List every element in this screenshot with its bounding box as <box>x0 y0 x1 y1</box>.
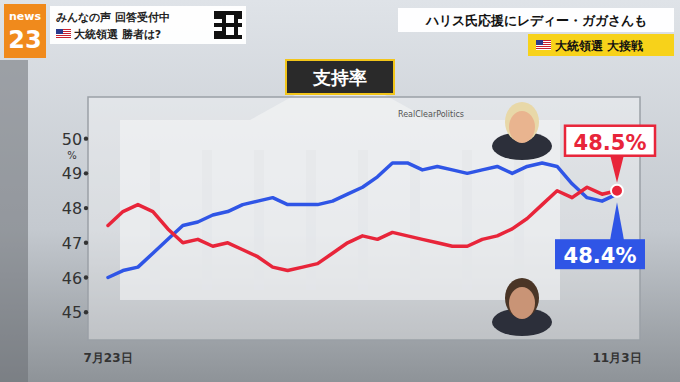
flag-field <box>536 40 551 50</box>
us-flag <box>56 29 71 39</box>
flag-stripe <box>56 37 71 38</box>
label-pointer <box>610 155 624 183</box>
qr-cell <box>222 19 226 23</box>
headline: ハリス氏応援にレディー・ガガさんも <box>425 13 647 28</box>
qr-cell <box>230 35 234 39</box>
background <box>0 0 680 382</box>
flag-canton <box>536 40 543 45</box>
qr-code <box>212 9 243 40</box>
qr-cell <box>234 27 238 31</box>
lines <box>108 163 617 278</box>
x-tick-label: 11月3日 <box>592 351 641 365</box>
flag-field <box>56 29 71 39</box>
qr-cell <box>222 11 226 15</box>
y-tick-label: 45 <box>62 303 82 322</box>
flag-stripe <box>56 35 71 36</box>
qr-cell <box>226 11 230 15</box>
y-tick-label: 47 <box>62 234 82 253</box>
logo-box <box>4 4 46 58</box>
y-tick <box>84 206 88 210</box>
flag-canton <box>56 29 63 34</box>
left-box-line1: みんなの声 回答受付中 <box>56 11 170 24</box>
qr-cell <box>218 35 222 39</box>
qr-cell <box>226 23 230 27</box>
qr-cell <box>222 35 226 39</box>
y-tick <box>84 275 88 279</box>
qr-cell <box>222 15 226 19</box>
qr-cell <box>234 19 238 23</box>
qr-cell <box>234 35 238 39</box>
page: news 23 みんなの声 回答受付中大統領選 勝者は? ハリス氏応援にレディー・ガガ… <box>0 0 680 382</box>
blur-strip <box>0 60 28 382</box>
qr-cell <box>222 23 226 27</box>
qr-cell <box>238 23 242 27</box>
title: 支持率 <box>312 67 367 88</box>
y-axis-label: % <box>67 150 77 161</box>
qr-cell <box>234 23 238 27</box>
tag-box <box>528 34 674 56</box>
y-tick <box>84 136 88 140</box>
qr-cell <box>234 11 238 15</box>
headline-box <box>398 8 674 32</box>
qr-cell <box>238 35 242 39</box>
flag-stripe <box>536 48 551 49</box>
qr-cell <box>222 31 226 35</box>
y-tick <box>84 171 88 175</box>
qr-cell <box>218 31 222 35</box>
series-line <box>108 187 617 270</box>
y-tick-label: 50 <box>62 130 82 149</box>
y-tick-label: 49 <box>62 164 82 183</box>
value-label: 48.5% <box>574 131 647 155</box>
qr-cell <box>218 11 222 15</box>
plot-frame <box>88 97 640 340</box>
left-box-line2: 大統領選 勝者は? <box>74 28 161 41</box>
qr-cell <box>222 27 226 31</box>
qr-cell <box>218 23 222 27</box>
portrait-hair <box>505 102 539 142</box>
source: RealClearPolitics <box>398 110 464 119</box>
portrait <box>492 102 552 160</box>
end-point <box>611 185 623 197</box>
us-flag <box>536 40 551 50</box>
qr-cell <box>214 31 218 35</box>
qr-cell <box>214 15 218 19</box>
portrait <box>492 278 552 336</box>
qr-cell <box>234 31 238 35</box>
left-box <box>50 6 246 44</box>
qr-cell <box>214 11 218 15</box>
qr-cell <box>238 15 242 19</box>
qr-cell <box>230 23 234 27</box>
value-label-box <box>565 126 655 156</box>
qr-bg <box>212 9 243 40</box>
qr-cell <box>214 35 218 39</box>
qr-cell <box>238 11 242 15</box>
value-label: 48.4% <box>564 244 637 268</box>
portrait-face <box>509 287 535 319</box>
logo-number: 23 <box>8 26 41 54</box>
qr-cell <box>226 35 230 39</box>
tag: 大統領選 大接戦 <box>555 39 643 53</box>
portrait-hair <box>505 278 539 318</box>
qr-cell <box>214 23 218 27</box>
logo-word: news <box>9 10 41 23</box>
y-tick <box>84 241 88 245</box>
value-label-box <box>555 239 645 269</box>
series-line <box>108 163 617 278</box>
qr-cell <box>230 11 234 15</box>
label-pointer <box>610 202 624 240</box>
qr-cell <box>234 15 238 19</box>
portrait-face <box>509 111 535 143</box>
y-tick-label: 46 <box>62 269 82 288</box>
x-tick-label: 7月23日 <box>83 351 132 365</box>
flag-stripe <box>536 46 551 47</box>
title-box <box>286 60 394 94</box>
qr-cell <box>218 15 222 19</box>
y-tick <box>84 310 88 314</box>
y-tick-label: 48 <box>62 199 82 218</box>
